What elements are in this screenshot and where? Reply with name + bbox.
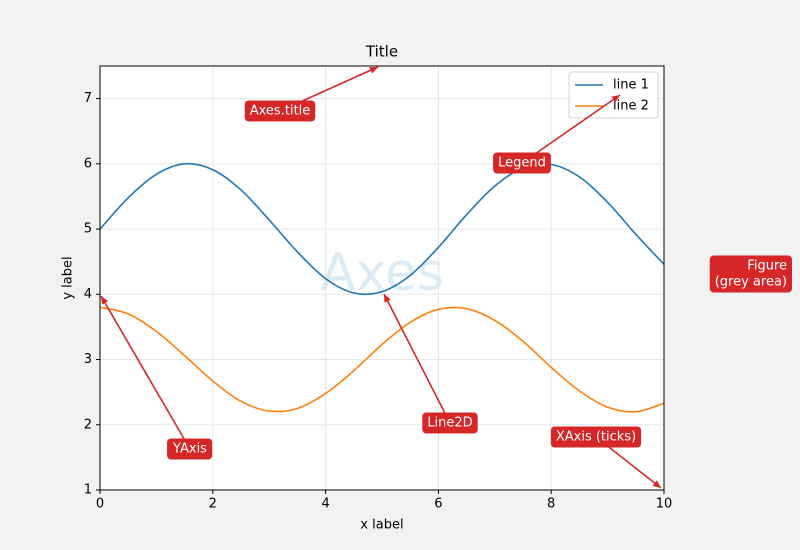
x-tick-label: 4 (321, 497, 329, 512)
x-tick-label: 8 (547, 497, 555, 512)
annotation-box (244, 100, 316, 122)
x-axis-label: x label (360, 518, 403, 533)
annotation-label: XAxis (ticks) (556, 430, 636, 445)
y-tick-label: 5 (84, 222, 92, 237)
x-tick-label: 2 (209, 497, 217, 512)
annotation-arrowhead (611, 95, 620, 103)
annotation-arrow (521, 94, 621, 164)
annotation-arrowhead (369, 67, 378, 74)
annotation-box (167, 438, 213, 460)
x-tick-label: 0 (96, 497, 104, 512)
y-tick-label: 2 (84, 417, 92, 432)
x-tick-label: 6 (434, 497, 442, 512)
y-tick-label: 1 (84, 483, 92, 498)
annotation-label: Legend (498, 156, 546, 171)
legend-label: line 2 (613, 99, 649, 114)
figure-note: (grey area) (715, 275, 787, 290)
figure-note: Figure (747, 259, 787, 274)
x-tick-label: 10 (656, 497, 673, 512)
y-tick-label: 6 (84, 156, 92, 171)
annotation-arrowhead (652, 480, 661, 488)
annotation-label: Axes.title (250, 104, 311, 119)
annotation-box (709, 255, 792, 293)
axes-background (100, 66, 664, 490)
data-line (99, 306, 665, 413)
y-tick-label: 3 (84, 352, 92, 367)
watermark: Axes (320, 243, 444, 303)
y-axis-label: y label (61, 256, 76, 299)
annotation-arrowhead (101, 296, 109, 305)
axes-frame (99, 65, 665, 491)
annotation-arrowhead (384, 294, 391, 303)
data-line (99, 162, 665, 296)
annotation-arrow (383, 293, 451, 424)
annotation-box (493, 152, 551, 174)
annotation-label: Line2D (427, 416, 472, 431)
annotation-label: YAxis (172, 442, 207, 457)
y-tick-label: 7 (84, 91, 92, 106)
annotation-box (422, 412, 478, 434)
annotation-box (550, 426, 642, 448)
legend-label: line 1 (613, 78, 649, 93)
y-tick-label: 4 (84, 287, 92, 302)
chart-title: Title (365, 43, 398, 61)
annotation-arrow (100, 295, 191, 450)
